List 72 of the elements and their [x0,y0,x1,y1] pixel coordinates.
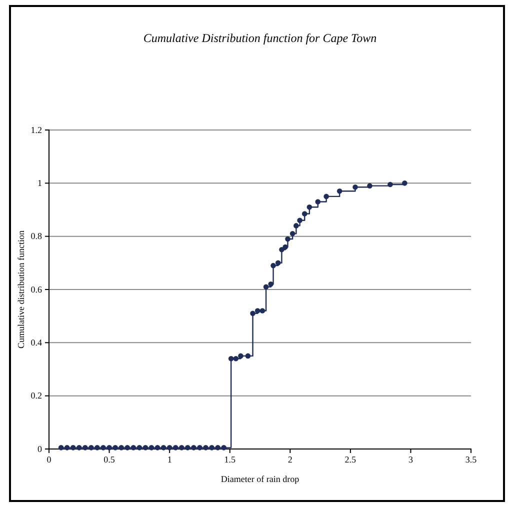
point [279,246,284,252]
point [209,445,214,450]
point [215,445,220,450]
point [100,445,106,450]
point [112,445,118,450]
point [233,356,239,362]
point [324,194,329,200]
point [185,445,190,450]
x-tick-label: 1.5 [224,454,236,464]
point [268,282,274,287]
point [254,308,260,314]
y-tick-label: 0.6 [30,284,42,294]
point [270,262,276,268]
point [302,211,308,216]
point [260,308,266,314]
point [306,204,312,210]
point [197,445,202,450]
point [263,284,269,290]
point [402,180,408,186]
point [245,353,251,359]
point [58,445,64,450]
chart-title: Cumulative Distribution function for Cape Town [143,31,377,45]
point [70,445,76,450]
point [154,445,160,450]
point [88,445,94,450]
point [76,445,82,450]
point [352,184,358,190]
y-tick-label: 0 [38,444,42,454]
point [203,445,208,450]
x-tick-label: 3.5 [465,454,478,464]
point [388,182,393,188]
point [282,244,288,250]
point [136,445,142,450]
y-tick-label: 0.4 [30,338,42,348]
point [82,445,88,450]
point [64,445,70,450]
x-axis-title: Diameter of rain drop [220,474,300,484]
x-tick-label: 0 [46,454,52,464]
point [118,445,124,450]
x-tick-label: 1 [167,454,172,464]
point [130,445,136,450]
point [221,445,226,450]
point [148,445,154,450]
point [297,218,302,224]
point [124,445,130,450]
point [142,445,148,450]
y-tick-label: 1 [38,178,42,188]
point [106,445,112,450]
point [172,445,178,450]
point [285,236,290,242]
x-tick-label: 0.5 [104,454,116,464]
point [315,199,321,204]
y-tick-label: 0.8 [30,231,42,242]
point [160,445,166,450]
point [238,353,244,359]
point [191,445,196,450]
x-tick-label: 2.5 [344,454,357,464]
point [367,183,372,188]
point [166,445,172,450]
point [94,445,100,450]
y-tick-label: 0.2 [30,390,42,401]
point [336,188,342,194]
y-tick-label: 1.2 [30,124,42,135]
point [294,223,299,228]
x-tick-label: 3 [408,454,414,464]
point [250,310,256,316]
point [275,260,281,266]
point [290,231,296,236]
y-axis-title: Cumulative distribution function [16,230,26,348]
point [178,445,184,450]
x-tick-label: 2 [288,454,292,464]
point [228,356,234,362]
